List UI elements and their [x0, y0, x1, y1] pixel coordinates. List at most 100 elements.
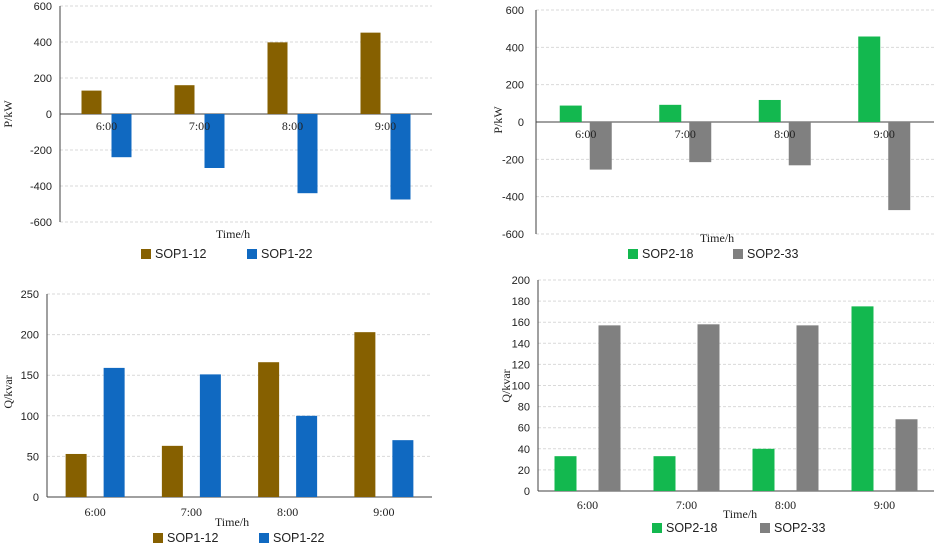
legend-swatch-SOP2-18	[652, 523, 662, 533]
bar-SOP2-33-8:00	[788, 122, 811, 166]
y-tick-label: 200	[21, 330, 39, 342]
bar-SOP1-22-9:00	[390, 114, 411, 200]
legend-label-SOP1-22: SOP1-22	[261, 247, 312, 261]
y-tick-label: 140	[512, 338, 530, 350]
bar-SOP1-22-7:00	[204, 114, 225, 168]
x-tick-label: 6:00	[84, 505, 105, 519]
bar-SOP2-18-6:00	[559, 105, 582, 122]
y-tick-label: -400	[502, 192, 524, 204]
y-tick-label: -200	[30, 145, 52, 157]
y-tick-label: 20	[518, 465, 530, 477]
x-tick-label: 7:00	[189, 119, 210, 133]
chart-panel-q-sop1: 250 200 150 100 50 0 Q/kvar 6:00 7:00 8:00 9:00 Tim…	[1, 289, 432, 545]
x-axis-title: Time/h	[216, 227, 250, 241]
bar-SOP2-18-8:00	[758, 99, 781, 122]
x-tick-label: 9:00	[373, 505, 394, 519]
bar-SOP2-33-6:00	[589, 122, 612, 170]
x-axis-title: Time/h	[723, 507, 757, 521]
legend-label-SOP2-33: SOP2-33	[747, 247, 798, 261]
bar-SOP1-12-6:00	[81, 90, 102, 114]
bar-SOP1-12-9:00	[354, 332, 376, 497]
y-axis-title: P/kW	[1, 100, 15, 128]
legend-label-SOP2-33: SOP2-33	[774, 521, 825, 535]
x-tick-label: 9:00	[874, 127, 895, 141]
y-tick-label: 120	[512, 359, 530, 371]
bar-SOP1-12-8:00	[258, 362, 280, 497]
y-axis-title: Q/kvar	[1, 375, 15, 408]
y-tick-label: 250	[21, 289, 39, 301]
y-tick-label: -400	[30, 181, 52, 193]
y-tick-label: 200	[34, 73, 52, 85]
x-tick-label: 8:00	[775, 498, 796, 512]
chart-panel-p-sop2: 600 400 200 0 -200 -400 -600 P/kW 6:00 7:00 8:00 9:…	[491, 5, 934, 261]
x-tick-label: 7:00	[676, 498, 697, 512]
x-tick-label: 7:00	[181, 505, 202, 519]
y-tick-label: -600	[30, 217, 52, 229]
legend-label-SOP1-22: SOP1-22	[273, 531, 324, 545]
y-tick-label: 400	[506, 42, 524, 54]
bar-SOP1-12-6:00	[65, 453, 87, 497]
bar-SOP2-18-9:00	[851, 306, 874, 491]
bar-SOP2-18-6:00	[554, 456, 577, 491]
y-tick-label: 400	[34, 37, 52, 49]
y-tick-label: 0	[518, 117, 524, 129]
bar-SOP1-22-9:00	[392, 440, 414, 497]
y-tick-label: 60	[518, 423, 530, 435]
bar-SOP1-12-8:00	[267, 42, 288, 114]
x-tick-label: 8:00	[277, 505, 298, 519]
x-tick-label: 8:00	[282, 119, 303, 133]
x-tick-label: 9:00	[375, 119, 396, 133]
bar-SOP1-12-7:00	[174, 85, 195, 114]
y-tick-label: 150	[21, 370, 39, 382]
legend-swatch-SOP1-12	[153, 533, 163, 543]
y-tick-label: 100	[21, 411, 39, 423]
x-tick-label: 7:00	[675, 127, 696, 141]
y-tick-label: 600	[34, 1, 52, 13]
y-tick-label: 0	[524, 486, 530, 498]
y-tick-label: 180	[512, 296, 530, 308]
x-tick-label: 8:00	[774, 127, 795, 141]
y-tick-label: 80	[518, 402, 530, 414]
legend-swatch-SOP1-22	[247, 249, 257, 259]
legend-label-SOP2-18: SOP2-18	[666, 521, 717, 535]
legend-label-SOP1-12: SOP1-12	[167, 531, 218, 545]
bar-SOP1-12-9:00	[360, 32, 381, 114]
y-tick-label: 600	[506, 5, 524, 17]
x-tick-label: 6:00	[575, 127, 596, 141]
y-tick-label: 200	[506, 80, 524, 92]
bar-SOP2-18-8:00	[752, 448, 775, 491]
x-tick-label: 9:00	[874, 498, 895, 512]
bar-SOP2-18-7:00	[659, 104, 682, 122]
legend-swatch-SOP2-33	[760, 523, 770, 533]
y-tick-label: 100	[512, 381, 530, 393]
y-axis-title: Q/kvar	[499, 369, 513, 402]
x-tick-label: 6:00	[96, 119, 117, 133]
bar-SOP2-18-7:00	[653, 456, 676, 491]
legend-swatch-SOP2-18	[628, 249, 638, 259]
legend-label-SOP1-12: SOP1-12	[155, 247, 206, 261]
y-tick-label: 50	[27, 451, 39, 463]
bar-SOP2-33-8:00	[796, 325, 819, 491]
bar-SOP2-33-7:00	[697, 324, 720, 491]
bar-SOP1-22-8:00	[296, 415, 318, 497]
bar-SOP2-18-9:00	[858, 36, 881, 122]
y-tick-label: 40	[518, 444, 530, 456]
x-axis-title: Time/h	[700, 231, 734, 245]
y-tick-label: 160	[512, 317, 530, 329]
bar-SOP2-33-9:00	[888, 122, 911, 211]
y-tick-label: 0	[46, 109, 52, 121]
bar-SOP1-22-6:00	[111, 114, 132, 158]
y-tick-label: 0	[33, 492, 39, 504]
y-axis-title: P/kW	[491, 106, 505, 134]
legend-swatch-SOP1-12	[141, 249, 151, 259]
legend-swatch-SOP1-22	[259, 533, 269, 543]
bar-SOP2-33-6:00	[598, 325, 621, 491]
x-axis-title: Time/h	[215, 515, 249, 529]
y-tick-label: -200	[502, 154, 524, 166]
bar-SOP1-22-8:00	[297, 114, 318, 194]
y-tick-label: 200	[512, 275, 530, 287]
bar-SOP1-22-7:00	[199, 374, 221, 497]
chart-panel-p-sop1: 600 400 200 0 -200 -400 -600 P/kW 6:00 7:00 8:00 9:…	[1, 1, 432, 261]
